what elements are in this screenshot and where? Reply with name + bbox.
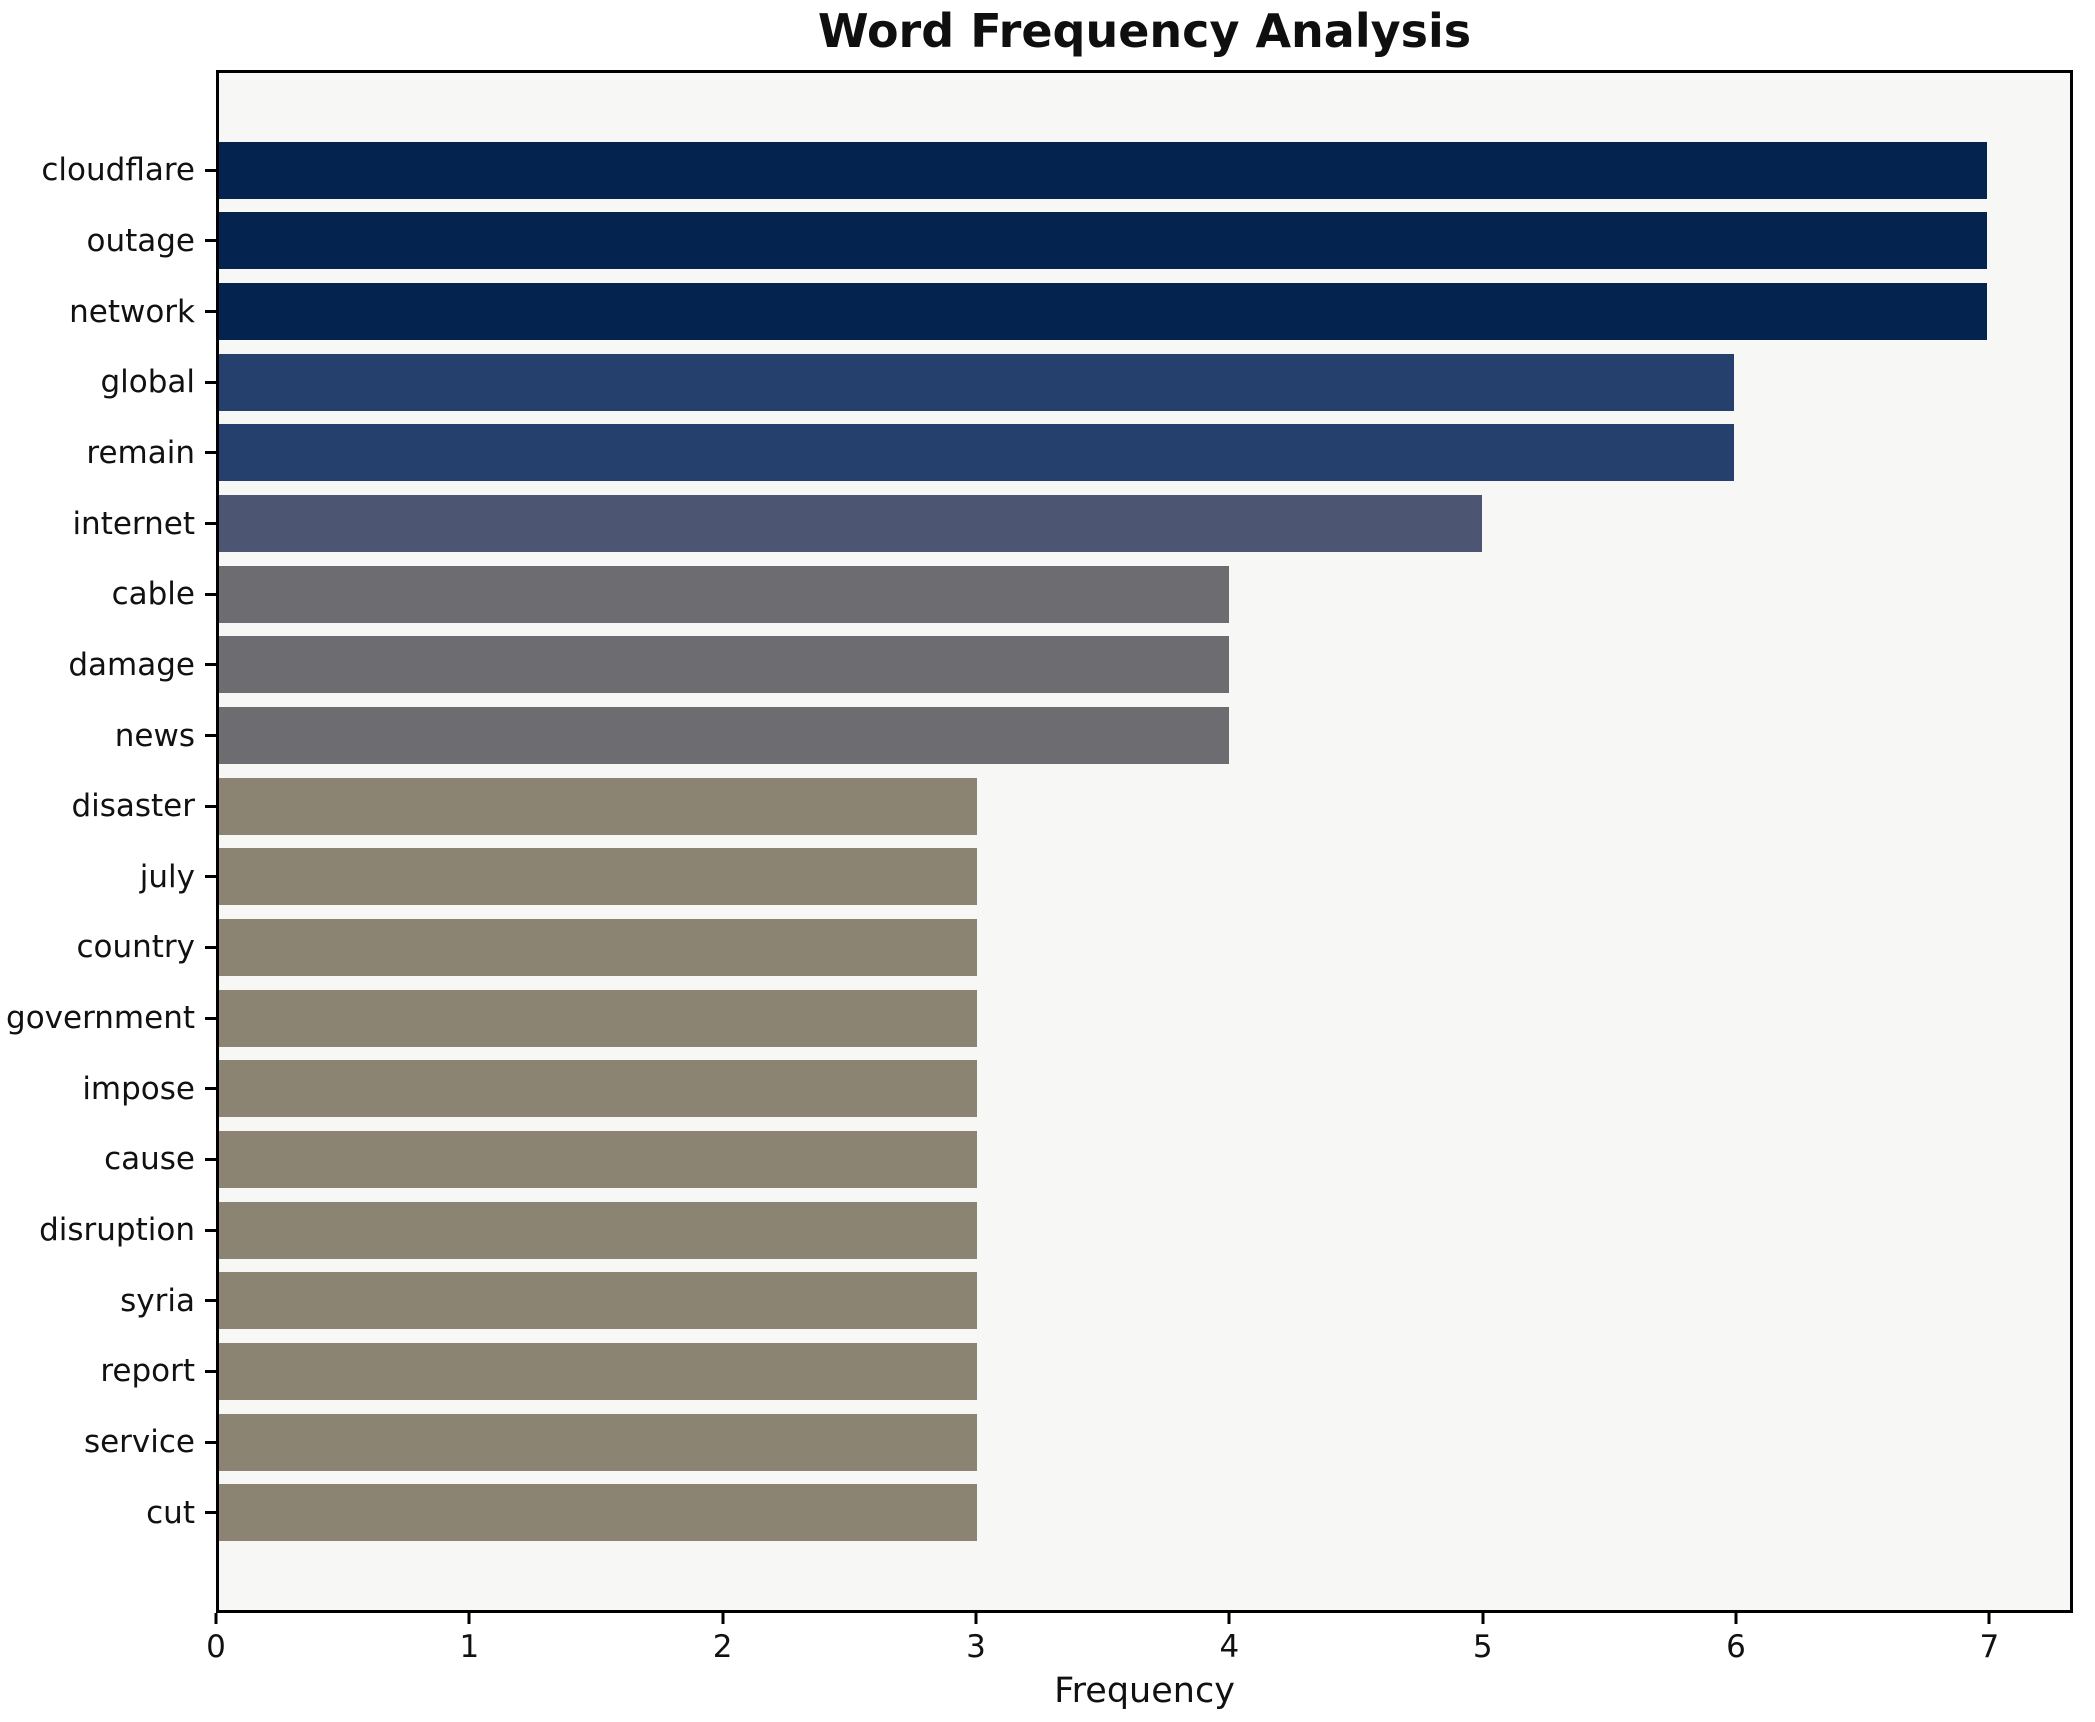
y-axis-label: cable [111, 576, 195, 613]
y-axis-tick [205, 168, 216, 172]
bar [219, 777, 977, 835]
y-axis-label: global [100, 364, 195, 401]
plot-area: cloudflare outage network global remain inter… [6, 70, 2073, 1613]
y-axis-tick [205, 380, 216, 384]
bar [219, 141, 1987, 199]
y-axis-label: cause [104, 1141, 195, 1178]
chart-title: Word Frequency Analysis [817, 4, 1472, 58]
y-axis-tick [205, 1228, 216, 1232]
y-axis-tick [205, 592, 216, 596]
y-axis-tick [205, 1299, 216, 1303]
y-axis-label: damage [68, 646, 195, 683]
bar [219, 636, 1230, 694]
y-axis-label: cut [146, 1494, 195, 1531]
y-axis-tick [205, 945, 216, 949]
y-axis-label: government [6, 1000, 195, 1037]
x-axis-tick [214, 1613, 218, 1624]
x-axis-tick [974, 1613, 978, 1624]
x-tick-label: 2 [712, 1629, 733, 1665]
y-axis-label: country [76, 929, 195, 966]
x-axis-tick [1481, 1613, 1485, 1624]
bars-layer: cloudflare outage network global remain inter… [6, 135, 2070, 1548]
y-axis-tick [205, 1440, 216, 1444]
bar [219, 918, 977, 976]
y-axis-tick [205, 875, 216, 879]
bar [219, 283, 1987, 341]
bar [219, 424, 1735, 482]
bar [219, 212, 1987, 270]
bar [219, 1342, 977, 1400]
y-axis-tick [205, 1087, 216, 1091]
y-axis-tick [205, 239, 216, 243]
x-tick-label: 5 [1472, 1629, 1493, 1665]
y-axis-label: july [139, 858, 195, 895]
y-axis-tick [205, 1157, 216, 1161]
x-tick-label: 4 [1219, 1629, 1240, 1665]
y-axis-label: network [69, 293, 195, 330]
y-axis-label: remain [86, 434, 195, 471]
x-axis-tick [1734, 1613, 1738, 1624]
x-axis-tick [467, 1613, 471, 1624]
y-axis-tick [205, 663, 216, 667]
bar [219, 1413, 977, 1471]
bar [219, 1484, 977, 1542]
bar [219, 495, 1482, 553]
y-axis-tick [205, 1511, 216, 1515]
bar [219, 1130, 977, 1188]
y-axis-tick [205, 451, 216, 455]
x-axis: Frequency 0 1 2 3 4 5 6 7 [206, 1613, 2073, 1722]
bar [219, 707, 1230, 765]
x-axis-tick [721, 1613, 725, 1624]
x-tick-label: 7 [1979, 1629, 2000, 1665]
y-axis-label: outage [86, 222, 195, 259]
y-axis-label: internet [72, 505, 195, 542]
x-axis-tick [1227, 1613, 1231, 1624]
y-axis-label: cloudflare [41, 152, 195, 189]
y-axis-tick [205, 804, 216, 808]
bar [219, 1272, 977, 1330]
bar [219, 989, 977, 1047]
y-axis-label: report [100, 1353, 195, 1390]
y-axis-label: impose [82, 1070, 195, 1107]
y-axis-tick [205, 310, 216, 314]
x-axis-tick [1987, 1613, 1991, 1624]
y-axis-label: disruption [39, 1212, 195, 1249]
y-axis-tick [205, 1016, 216, 1020]
bar [219, 565, 1230, 623]
x-tick-label: 1 [459, 1629, 480, 1665]
y-axis-label: syria [120, 1282, 195, 1319]
y-axis-label: service [83, 1424, 195, 1461]
x-tick-label: 6 [1726, 1629, 1746, 1665]
y-axis-tick [205, 734, 216, 738]
bar [219, 848, 977, 906]
y-axis-tick [205, 522, 216, 526]
y-axis-label: news [114, 717, 195, 754]
bar [219, 1060, 977, 1118]
bar [219, 1201, 977, 1259]
x-tick-label: 0 [206, 1629, 226, 1665]
x-axis-label: Frequency [1054, 1671, 1235, 1711]
x-tick-label: 3 [966, 1629, 986, 1665]
bar [219, 353, 1735, 411]
y-axis-tick [205, 1369, 216, 1373]
y-axis-label: disaster [71, 788, 195, 825]
